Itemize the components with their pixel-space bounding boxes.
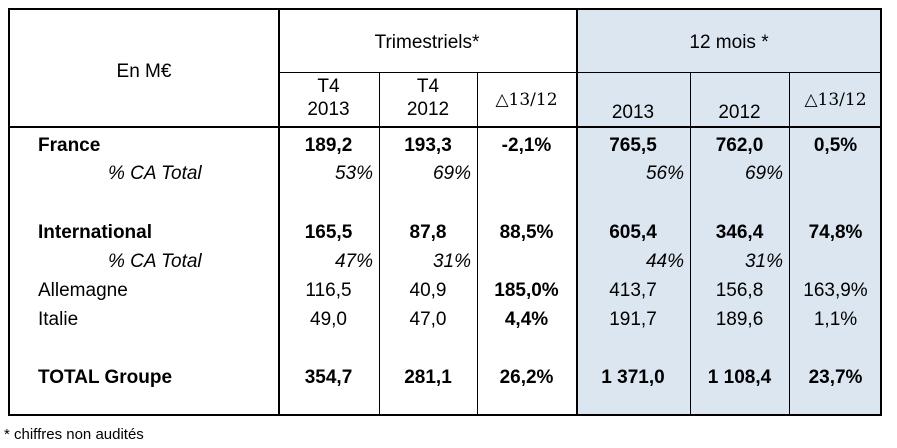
cell-france-share-q2012: 69% (432, 163, 471, 184)
cell-international-qdelta: 88,5% (499, 222, 554, 243)
cell-france-ydelta: 0,5% (813, 135, 858, 156)
cell-total-q2012: 281,1 (404, 367, 452, 388)
cell-international-share-y2012: 31% (744, 251, 783, 272)
cell-international-y2013: 605,4 (609, 222, 657, 243)
cell-total-q2013: 354,7 (304, 367, 353, 388)
divider-y2 (789, 72, 790, 414)
q4-2013-line2: 2013 (307, 99, 350, 120)
cell-international-share-q2013: 47% (334, 251, 373, 272)
cell-international-share-y2013: 44% (645, 251, 684, 272)
header-baseline (10, 126, 880, 128)
cell-france-q2012: 193,3 (404, 135, 452, 156)
cell-total-qdelta: 26,2% (499, 367, 554, 388)
annual-2012-header: 2012 (718, 102, 761, 123)
q4-2012-line2: 2012 (406, 99, 450, 120)
row-label-total: TOTAL Groupe (38, 367, 173, 388)
results-table: En M€ Trimestriels* 12 mois * T4 2013 T4… (8, 8, 882, 416)
cell-allemagne-q2012: 40,9 (409, 280, 447, 301)
row-label-italie: Italie (38, 309, 79, 330)
cell-total-y2012: 1 108,4 (707, 367, 772, 388)
annual-header: 12 mois * (689, 32, 769, 53)
quarterly-header: Trimestriels* (374, 32, 480, 53)
cell-international-ydelta: 74,8% (808, 222, 863, 243)
cell-france-share-y2012: 69% (744, 163, 783, 184)
q4-2012-line1: T4 (416, 76, 440, 97)
cell-allemagne-q2013: 116,5 (305, 280, 352, 301)
cell-international-share-q2012: 31% (432, 251, 471, 272)
quarterly-delta-header: △13/12 (495, 90, 558, 110)
cell-international-q2013: 165,5 (304, 222, 353, 243)
row-label-allemagne: Allemagne (38, 280, 128, 301)
cell-italie-ydelta: 1,1% (813, 309, 858, 330)
cell-allemagne-y2012: 156,8 (715, 280, 764, 301)
divider-annual (576, 10, 578, 414)
cell-total-y2013: 1 371,0 (601, 367, 665, 388)
cell-international-y2012: 346,4 (715, 222, 764, 243)
annual-2013-header: 2013 (611, 102, 655, 123)
cell-total-ydelta: 23,7% (808, 367, 863, 388)
divider-q1 (379, 72, 380, 414)
cell-france-qdelta: -2,1% (501, 135, 552, 156)
annual-shading (576, 10, 880, 414)
unit-label: En M€ (116, 61, 172, 82)
cell-international-q2012: 87,8 (409, 222, 447, 243)
cell-allemagne-ydelta: 163,9% (803, 280, 868, 301)
cell-france-q2013: 189,2 (304, 135, 353, 156)
cell-allemagne-qdelta: 185,0% (494, 280, 559, 301)
cell-italie-y2012: 189,6 (715, 309, 764, 330)
cell-italie-qdelta: 4,4% (504, 309, 549, 330)
divider-y1 (690, 72, 691, 414)
row-label-france: France (38, 135, 101, 156)
row-label-international: International (38, 222, 153, 243)
divider-label (278, 10, 280, 414)
q4-2013-line1: T4 (317, 76, 340, 97)
cell-france-share-q2013: 53% (334, 163, 373, 184)
cell-italie-q2012: 47,0 (409, 309, 447, 330)
cell-allemagne-y2013: 413,7 (609, 280, 657, 301)
header-subline (278, 72, 880, 73)
annual-delta-header: △13/12 (804, 90, 867, 110)
row-label-france-share: % CA Total (108, 163, 202, 184)
cell-france-y2013: 765,5 (609, 135, 657, 156)
divider-q2 (477, 72, 478, 414)
cell-italie-q2013: 49,0 (310, 309, 347, 330)
footnote: * chiffres non audités (4, 426, 144, 443)
cell-france-y2012: 762,0 (715, 135, 764, 156)
cell-italie-y2013: 191,7 (609, 309, 657, 330)
row-label-international-share: % CA Total (108, 251, 202, 272)
cell-france-share-y2013: 56% (645, 163, 684, 184)
